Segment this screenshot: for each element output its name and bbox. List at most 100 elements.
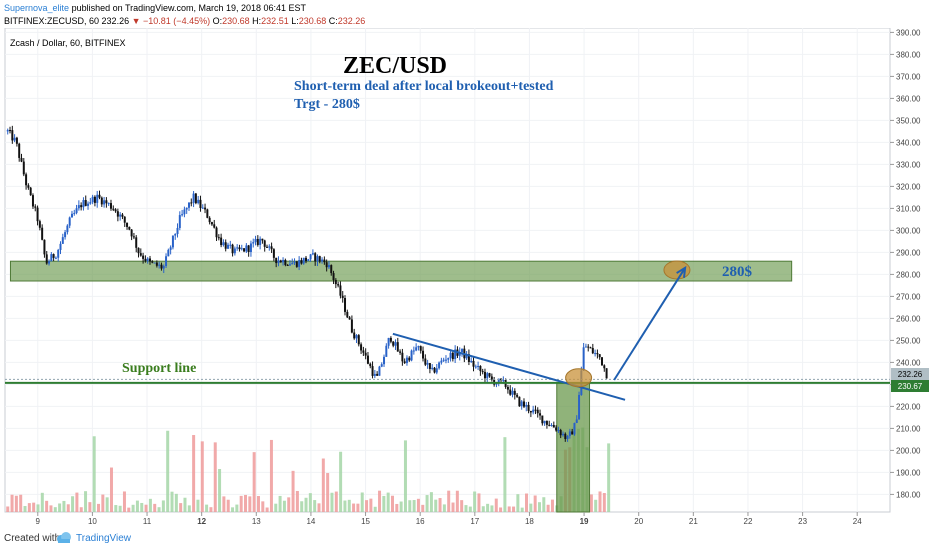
candle-body	[561, 433, 564, 436]
x-tick-label: 15	[361, 517, 370, 525]
author-link[interactable]: Supernova_elite	[4, 3, 70, 13]
candle-body	[532, 409, 535, 413]
volume-bar	[71, 496, 75, 512]
y-tick-label: 340.00	[896, 138, 921, 147]
candle-body	[222, 242, 225, 246]
candle-body	[194, 193, 197, 204]
candle-body	[261, 238, 264, 241]
target-arrow	[613, 267, 686, 381]
volume-bar	[382, 495, 386, 512]
volume-bar	[395, 503, 399, 512]
volume-bar	[79, 507, 83, 512]
volume-bar	[520, 507, 524, 512]
volume-bar	[161, 500, 165, 512]
target-label: 280$	[722, 264, 753, 280]
candle-body	[185, 207, 188, 210]
volume-bar	[451, 502, 455, 512]
volume-bar	[248, 496, 252, 512]
volume-bar	[92, 436, 96, 512]
candle-body	[486, 373, 489, 379]
candle-body	[27, 185, 30, 188]
note-line-2: Trgt - 280$	[294, 97, 360, 112]
candle-body	[316, 256, 319, 262]
volume-bar	[209, 507, 213, 512]
volume-bar	[252, 452, 256, 512]
candle-body	[107, 203, 110, 205]
volume-bar	[321, 458, 325, 512]
candle-body	[337, 284, 340, 286]
candle-body	[151, 261, 154, 263]
candle-body	[309, 254, 312, 260]
candle-body	[300, 260, 303, 264]
support-tag-box	[891, 380, 929, 392]
candle-body	[394, 342, 397, 346]
candle-body	[263, 240, 266, 247]
candle-body	[52, 254, 55, 258]
volume-bar	[45, 500, 49, 512]
candle-body	[302, 257, 305, 264]
time-axis[interactable]: 9 10 11 12 13 14 15 16 17 18 19 20 21 22 23 24	[36, 512, 863, 525]
candle-body	[405, 357, 408, 364]
candle-body	[119, 214, 122, 217]
volume-bar	[256, 496, 260, 512]
volume-bar	[274, 503, 278, 512]
candle-body	[408, 357, 411, 361]
volume-bar	[365, 500, 369, 512]
candle-body	[18, 143, 21, 158]
chart-area[interactable]: 180.00190.00200.00210.00220.00230.00240.…	[0, 28, 932, 525]
volume-bar	[460, 500, 464, 512]
candle-body	[183, 209, 186, 215]
open-value: 230.68	[222, 16, 250, 26]
candle-body	[25, 174, 28, 186]
candle-body	[59, 243, 62, 250]
x-tick-label: 18	[525, 517, 534, 525]
volume-bar	[300, 501, 304, 512]
y-tick-label: 290.00	[896, 248, 921, 257]
tradingview-brand-link[interactable]: TradingView	[76, 533, 132, 544]
candle-body	[543, 420, 546, 424]
volume-bar	[408, 500, 412, 512]
volume-bar	[360, 492, 364, 512]
candle-body	[444, 359, 447, 361]
volume-bar	[373, 506, 377, 512]
volume-bar	[148, 498, 152, 512]
candle-body	[45, 254, 48, 264]
volume-bar	[62, 500, 66, 512]
volume-bar	[291, 470, 295, 512]
candle-body	[135, 237, 138, 248]
volume-bar	[75, 492, 79, 512]
candle-body	[350, 319, 353, 333]
candle-body	[217, 237, 220, 239]
candle-body	[467, 354, 470, 362]
price-chart[interactable]: 180.00190.00200.00210.00220.00230.00240.…	[0, 28, 932, 525]
candle-body	[31, 195, 34, 207]
volume-bar	[231, 507, 235, 512]
candle-body	[84, 200, 87, 206]
candle-body	[603, 365, 606, 369]
candle-body	[461, 348, 464, 353]
volume-bar	[32, 502, 36, 512]
candle-body	[220, 237, 223, 246]
candle-body	[438, 362, 441, 369]
candle-body	[389, 337, 392, 342]
x-tick-label: 11	[143, 517, 152, 525]
volume-bar	[140, 502, 144, 512]
x-tick-label: 24	[853, 517, 862, 525]
candle-body	[369, 363, 372, 367]
y-tick-label: 390.00	[896, 28, 921, 37]
candle-body	[506, 386, 509, 390]
candle-body	[57, 249, 60, 258]
price-axis[interactable]: 180.00190.00200.00210.00220.00230.00240.…	[890, 28, 921, 499]
candle-body	[70, 213, 73, 218]
zones	[9, 260, 793, 513]
candle-body	[373, 373, 376, 376]
candle-body	[245, 245, 248, 252]
candle-body	[339, 285, 342, 296]
y-tick-label: 280.00	[896, 270, 921, 279]
candle-body	[575, 419, 578, 424]
arrow-head	[676, 265, 687, 278]
candle-body	[433, 367, 436, 373]
candle-body	[431, 367, 434, 369]
candle-body	[15, 137, 18, 144]
candle-body	[82, 200, 85, 208]
